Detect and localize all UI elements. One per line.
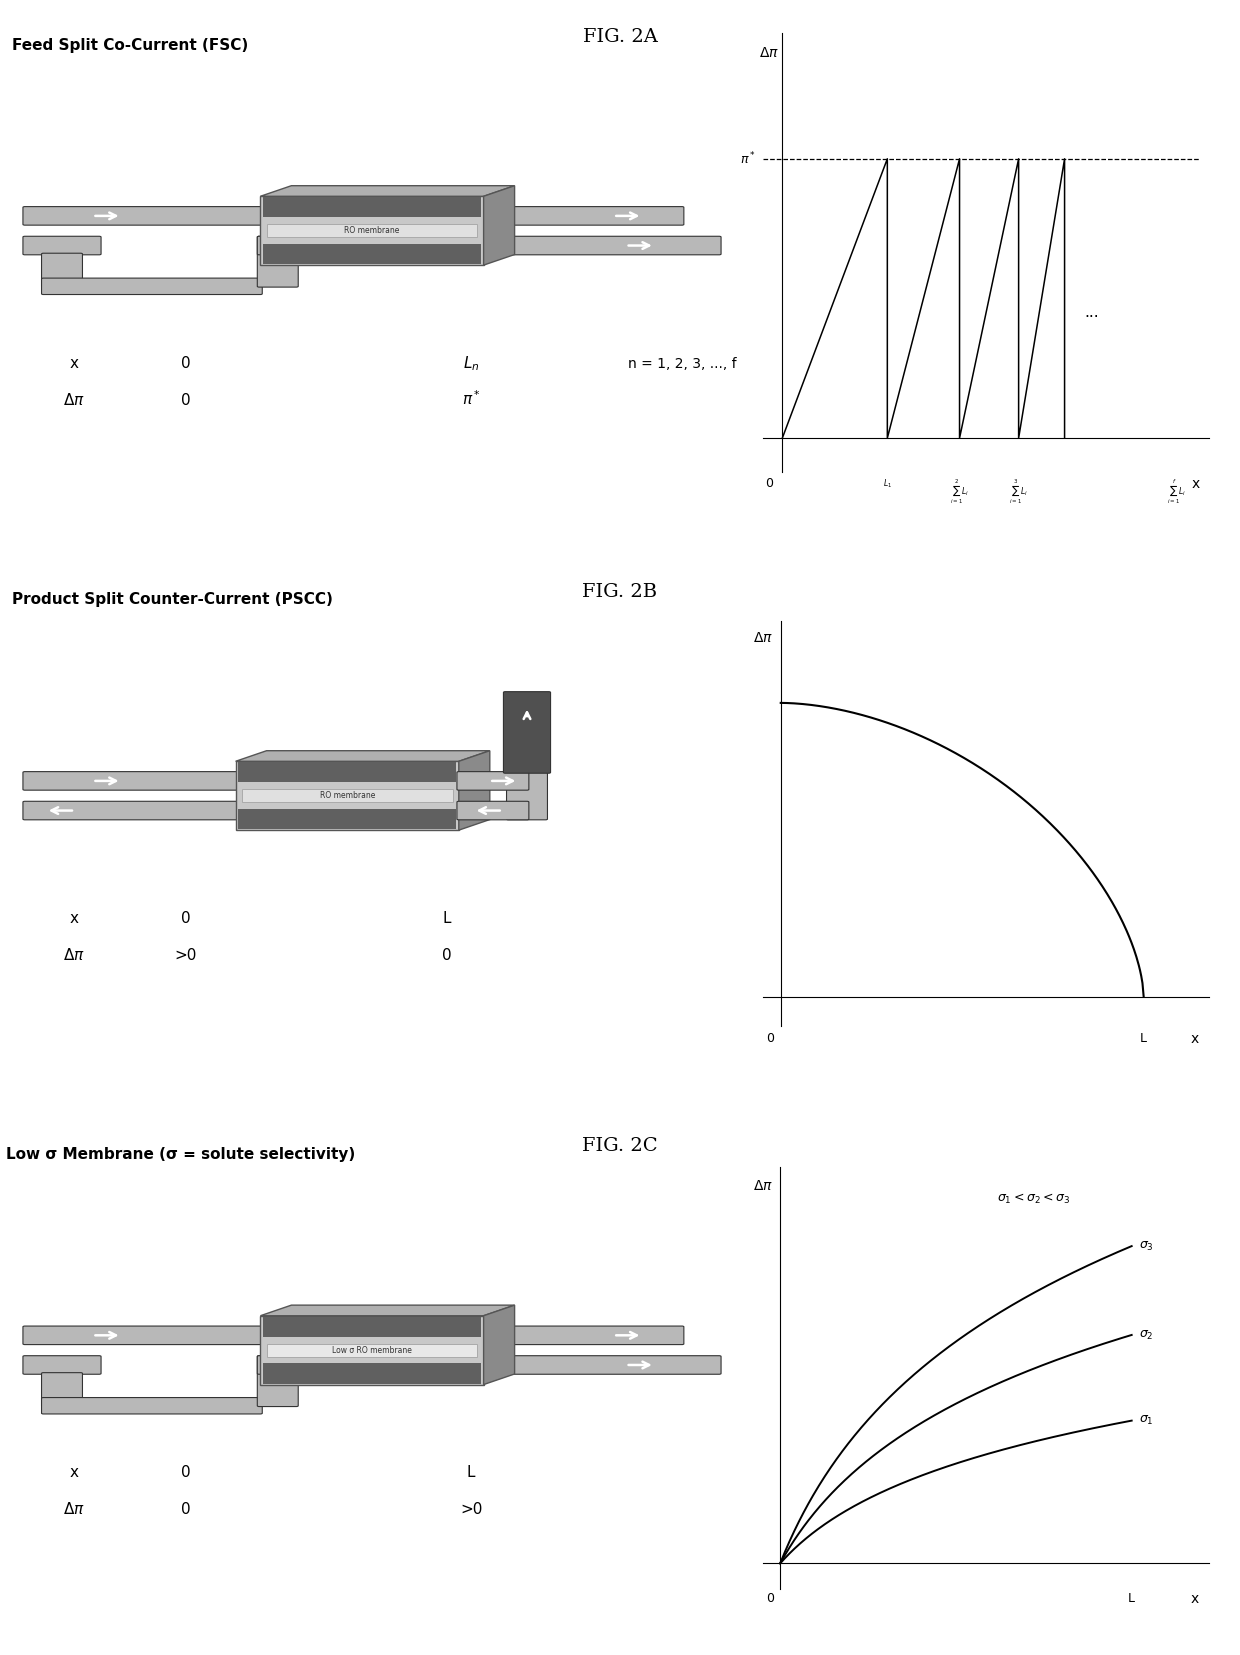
Text: x: x: [1190, 1592, 1199, 1605]
FancyBboxPatch shape: [24, 1326, 263, 1344]
FancyBboxPatch shape: [41, 1372, 82, 1407]
Text: $\sum_{i=1}^{f}L_i$: $\sum_{i=1}^{f}L_i$: [1167, 477, 1185, 506]
Text: n = 1, 2, 3, ..., f: n = 1, 2, 3, ..., f: [627, 357, 737, 371]
Polygon shape: [484, 185, 515, 265]
Text: x: x: [69, 1465, 79, 1480]
Text: FIG. 2C: FIG. 2C: [583, 1137, 657, 1155]
Text: $\sigma_1 < \sigma_2 < \sigma_3$: $\sigma_1 < \sigma_2 < \sigma_3$: [997, 1192, 1070, 1205]
FancyBboxPatch shape: [238, 809, 456, 829]
Text: Low σ Membrane (σ = solute selectivity): Low σ Membrane (σ = solute selectivity): [6, 1147, 356, 1162]
FancyBboxPatch shape: [242, 789, 453, 803]
Polygon shape: [484, 1306, 515, 1385]
FancyBboxPatch shape: [238, 763, 456, 783]
FancyBboxPatch shape: [258, 237, 263, 255]
Text: FIG. 2B: FIG. 2B: [583, 583, 657, 601]
FancyBboxPatch shape: [481, 1326, 684, 1344]
FancyBboxPatch shape: [258, 1355, 263, 1374]
FancyBboxPatch shape: [24, 207, 263, 225]
Text: 0: 0: [181, 394, 191, 409]
Text: x: x: [1190, 1033, 1199, 1046]
Text: 0: 0: [181, 1503, 191, 1518]
Text: 0: 0: [766, 1033, 774, 1044]
FancyBboxPatch shape: [481, 237, 720, 255]
Text: $\Delta\pi$: $\Delta\pi$: [753, 1178, 774, 1193]
Text: $\pi^*$: $\pi^*$: [461, 391, 481, 409]
Polygon shape: [459, 751, 490, 831]
Text: Product Split Counter-Current (PSCC): Product Split Counter-Current (PSCC): [12, 592, 334, 607]
Polygon shape: [236, 751, 490, 761]
FancyBboxPatch shape: [481, 207, 684, 225]
FancyBboxPatch shape: [263, 1364, 481, 1384]
Text: Feed Split Co-Current (FSC): Feed Split Co-Current (FSC): [12, 38, 249, 53]
Text: $\sigma_2$: $\sigma_2$: [1138, 1329, 1153, 1342]
Text: L: L: [443, 910, 450, 925]
Text: x: x: [69, 910, 79, 925]
FancyBboxPatch shape: [24, 1355, 102, 1374]
Text: 0: 0: [181, 356, 191, 371]
FancyBboxPatch shape: [24, 237, 102, 255]
Text: $\Delta\pi$: $\Delta\pi$: [63, 1501, 86, 1518]
Text: x: x: [1192, 477, 1200, 492]
FancyBboxPatch shape: [263, 243, 481, 265]
FancyBboxPatch shape: [503, 692, 551, 773]
Text: $\pi^*$: $\pi^*$: [740, 151, 756, 167]
Polygon shape: [260, 1306, 515, 1316]
FancyBboxPatch shape: [260, 1316, 484, 1385]
FancyBboxPatch shape: [456, 801, 528, 819]
Text: $\Delta\pi$: $\Delta\pi$: [63, 392, 86, 409]
Text: Low σ RO membrane: Low σ RO membrane: [332, 1346, 412, 1355]
Text: $\Delta\pi$: $\Delta\pi$: [63, 947, 86, 963]
FancyBboxPatch shape: [481, 1355, 720, 1374]
FancyBboxPatch shape: [263, 197, 481, 217]
FancyBboxPatch shape: [267, 223, 477, 237]
FancyBboxPatch shape: [24, 801, 238, 819]
Text: $\Delta\pi$: $\Delta\pi$: [759, 46, 779, 60]
Text: RO membrane: RO membrane: [345, 227, 399, 235]
Text: $\sum_{i=1}^{2}L_i$: $\sum_{i=1}^{2}L_i$: [950, 477, 970, 506]
Text: FIG. 2A: FIG. 2A: [583, 28, 657, 46]
Polygon shape: [260, 185, 515, 197]
Text: >0: >0: [460, 1503, 482, 1518]
Text: ...: ...: [1084, 305, 1099, 319]
FancyBboxPatch shape: [507, 771, 548, 819]
Text: L: L: [467, 1465, 475, 1480]
Text: 0: 0: [181, 1465, 191, 1480]
Text: >0: >0: [175, 948, 197, 963]
Text: $\Delta\pi$: $\Delta\pi$: [754, 631, 774, 645]
Text: $L_n$: $L_n$: [463, 354, 480, 372]
FancyBboxPatch shape: [263, 1317, 481, 1337]
FancyBboxPatch shape: [267, 1344, 477, 1357]
Text: $\sum_{i=1}^{3}L_i$: $\sum_{i=1}^{3}L_i$: [1009, 477, 1028, 506]
Text: x: x: [69, 356, 79, 371]
Text: 0: 0: [765, 477, 774, 490]
FancyBboxPatch shape: [260, 197, 484, 265]
FancyBboxPatch shape: [258, 237, 299, 286]
Text: $L_1$: $L_1$: [883, 477, 892, 490]
FancyBboxPatch shape: [24, 771, 238, 789]
Text: $\sigma_1$: $\sigma_1$: [1138, 1413, 1153, 1427]
FancyBboxPatch shape: [41, 253, 82, 286]
FancyBboxPatch shape: [236, 761, 459, 831]
FancyBboxPatch shape: [258, 1355, 299, 1407]
Text: 0: 0: [765, 1592, 774, 1605]
Text: L: L: [1128, 1592, 1135, 1605]
Text: L: L: [1140, 1033, 1147, 1044]
Text: 0: 0: [441, 948, 451, 963]
FancyBboxPatch shape: [41, 1397, 263, 1413]
FancyBboxPatch shape: [456, 771, 528, 789]
Text: $\sigma_3$: $\sigma_3$: [1138, 1240, 1153, 1253]
Text: RO membrane: RO membrane: [320, 791, 374, 801]
FancyBboxPatch shape: [41, 278, 263, 295]
Text: 0: 0: [181, 910, 191, 925]
